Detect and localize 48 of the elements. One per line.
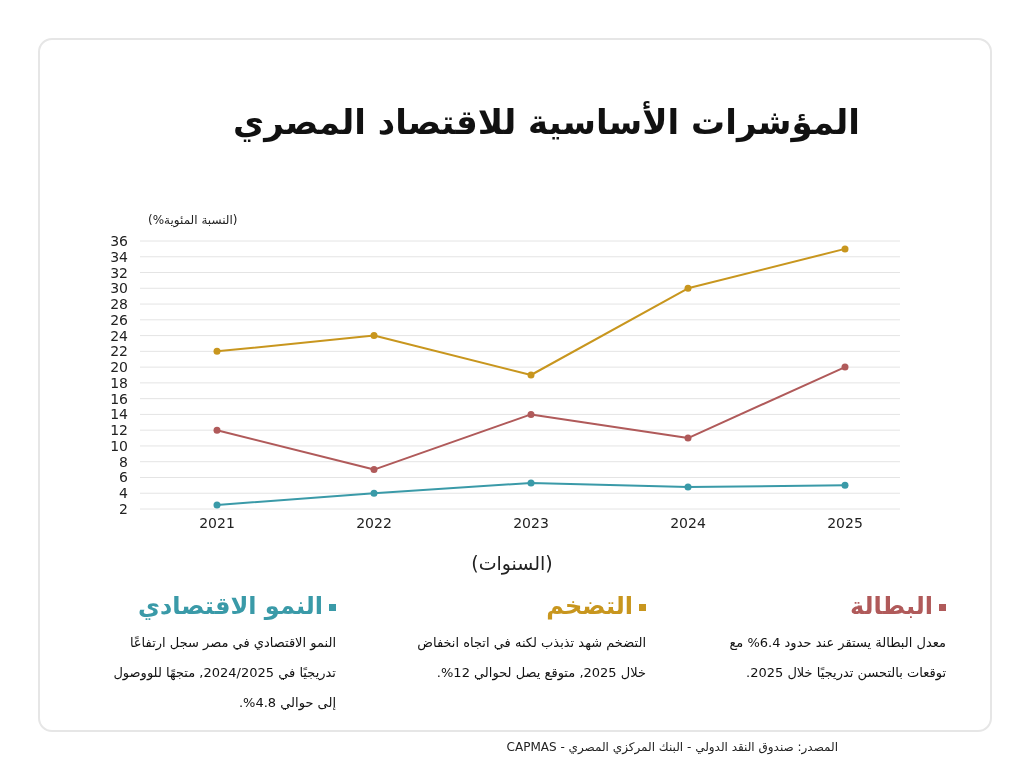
y-tick-label: 4 [119, 485, 129, 502]
y-tick-label: 36 [110, 233, 129, 249]
y-tick-label: 24 [110, 327, 129, 344]
point [213, 347, 221, 355]
y-tick-label: 6 [119, 469, 129, 486]
point [213, 426, 221, 434]
point [213, 501, 221, 509]
x-tick-label: 2024 [670, 515, 706, 531]
point [684, 483, 692, 491]
point [527, 479, 535, 487]
x-tick-label: 2025 [827, 515, 863, 531]
y-tick-label: 2 [119, 501, 128, 517]
x-tick-label: 2023 [513, 515, 549, 531]
text: النمو الاقتصادي في مصر سجل ارتفاعًا تدريجيًا في 2024/2025, متجهًا للووصول إلى حوالي 4.8%. [112, 634, 336, 713]
y-tick-label: 26 [110, 311, 129, 328]
point [527, 410, 535, 418]
y-tick-label: 30 [110, 280, 128, 297]
legend-label: البطالة [850, 592, 933, 620]
y-tick-label: 34 [110, 248, 129, 265]
y-tick-label: 10 [110, 437, 128, 454]
x-tick-label: 2022 [356, 515, 392, 531]
legend-label: النمو الاقتصادي [137, 592, 323, 620]
text: معدل البطالة يستقر عند حدود 6.4% مع توقعات بالتحسن تدريجيًا خلال 2025. [728, 634, 946, 683]
y-tick-label: 8 [119, 453, 128, 470]
point [370, 332, 378, 340]
point [841, 481, 849, 489]
chart-title: المؤشرات الأساسية للاقتصاد المصري [231, 102, 860, 142]
legend-label: التضخم [546, 592, 633, 620]
text: المصدر: صندوق النقد الدولي - البنك المركزي المصري - CAPMAS [506, 740, 838, 754]
x-tick-label: 2021 [199, 515, 235, 531]
point [841, 245, 849, 253]
y-tick-label: 12 [110, 422, 128, 439]
point [841, 363, 849, 371]
y-tick-label: 22 [110, 343, 128, 360]
point [684, 434, 692, 442]
point [370, 489, 378, 497]
point [527, 371, 535, 379]
y-tick-label: 32 [110, 264, 128, 281]
y-tick-label: 18 [110, 374, 128, 391]
y-tick-label: 16 [110, 390, 129, 407]
point [370, 466, 378, 474]
text: التضخم شهد تذبذب لكنه في اتجاه انخفاض خلال 2025, متوقع يصل لحوالي 12%. [416, 634, 646, 683]
point [684, 284, 692, 292]
y-tick-label: 28 [110, 296, 128, 313]
y-axis-title: (النسبة المئوية%) [148, 213, 238, 228]
y-tick-label: 20 [110, 359, 128, 376]
x-axis-title: (السنوات) [471, 552, 553, 575]
y-tick-label: 14 [110, 406, 129, 423]
